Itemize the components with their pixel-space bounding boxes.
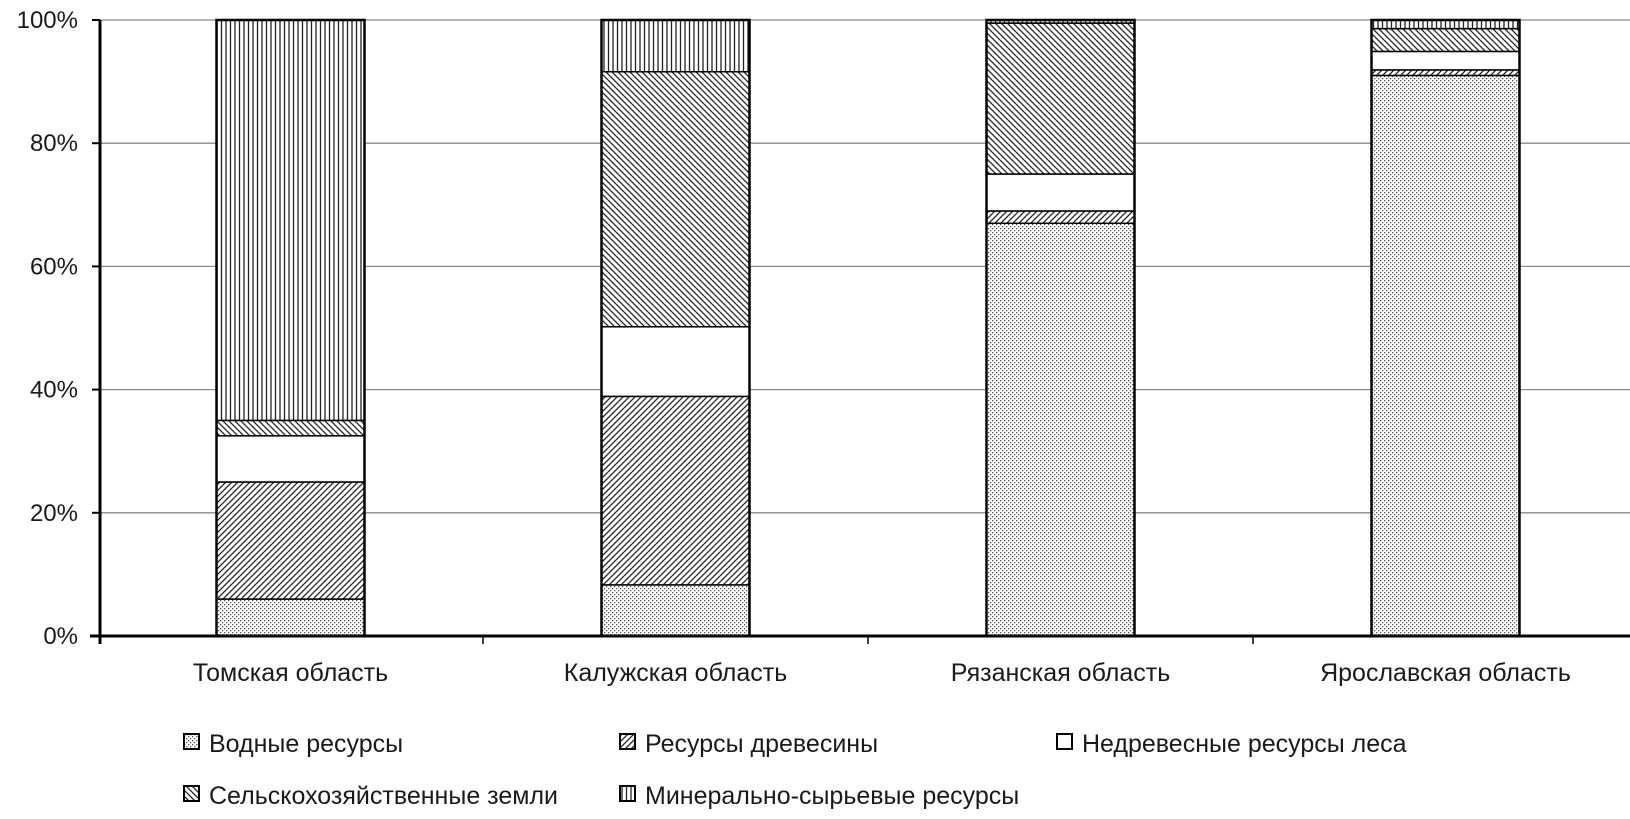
bar-segment bbox=[985, 222, 1136, 637]
bar-segment bbox=[1370, 19, 1521, 30]
y-tick-label: 100% bbox=[17, 7, 78, 34]
bar-segment bbox=[600, 70, 751, 328]
bar-segment bbox=[215, 598, 366, 637]
bar-segment bbox=[600, 326, 751, 398]
bar-segment bbox=[985, 173, 1136, 212]
legend-swatch bbox=[619, 733, 636, 750]
legend-label: Сельскохозяйственные земли bbox=[209, 782, 558, 810]
bar-segment bbox=[985, 210, 1136, 225]
bar-segment bbox=[215, 481, 366, 600]
bar-segment bbox=[600, 584, 751, 637]
y-tick-label: 80% bbox=[30, 130, 78, 157]
legend-label: Недревесные ресурсы леса bbox=[1082, 730, 1407, 758]
category-label: Калужская область bbox=[564, 659, 788, 687]
legend-swatch bbox=[183, 733, 200, 750]
bars bbox=[215, 18, 1521, 638]
category-label: Рязанская область bbox=[951, 659, 1171, 687]
legend: Водные ресурсы Ресурсы древесины Недревесн… bbox=[183, 730, 1407, 810]
legend-label: Минерально-сырьевые ресурсы bbox=[645, 782, 1019, 810]
bar-segment bbox=[1370, 74, 1521, 637]
legend-swatch bbox=[1056, 733, 1073, 750]
legend-label: Ресурсы древесины bbox=[645, 730, 878, 758]
bar-segment bbox=[1370, 27, 1521, 53]
category-label: Ярославская область bbox=[1320, 659, 1571, 687]
bar-segment bbox=[600, 395, 751, 586]
category-labels: Томская область Калужская область Рязанска… bbox=[193, 659, 1571, 687]
category-label: Томская область bbox=[193, 659, 388, 687]
bar-segment bbox=[215, 419, 366, 437]
legend-label: Водные ресурсы bbox=[209, 730, 403, 758]
y-tick-labels: 0% 20% 40% 60% 80% 100% bbox=[17, 7, 78, 650]
y-tick-label: 0% bbox=[43, 623, 78, 650]
bar-segment bbox=[215, 435, 366, 483]
y-tick-label: 20% bbox=[30, 500, 78, 527]
legend-swatch bbox=[183, 785, 200, 802]
bar-segment bbox=[600, 19, 751, 73]
axes bbox=[90, 19, 1630, 644]
y-tick-label: 40% bbox=[30, 377, 78, 404]
y-tick-label: 60% bbox=[30, 253, 78, 280]
bar-segment bbox=[985, 22, 1136, 175]
bar-segment bbox=[215, 19, 366, 422]
bar-segment bbox=[1370, 50, 1521, 71]
legend-swatch bbox=[619, 785, 636, 802]
bar-segment bbox=[1370, 69, 1521, 77]
